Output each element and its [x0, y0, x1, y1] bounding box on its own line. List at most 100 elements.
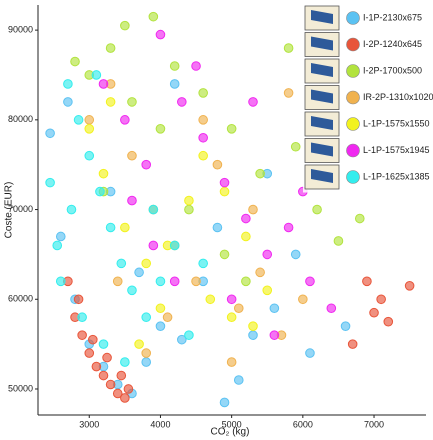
point: [127, 97, 137, 107]
point: [169, 79, 180, 89]
point: [155, 276, 166, 287]
point: [269, 303, 280, 314]
point: [155, 29, 166, 40]
point: [148, 240, 159, 251]
point: [169, 61, 180, 71]
point: [383, 316, 394, 327]
point: [120, 357, 130, 367]
point: [162, 312, 173, 323]
point: [134, 267, 144, 278]
point: [226, 357, 237, 367]
point: [219, 177, 230, 188]
x-axis-label: CO₂ (kg): [211, 427, 250, 438]
point: [120, 20, 130, 31]
point: [105, 43, 116, 53]
legend-label: L-1P-1575x1550: [363, 118, 430, 128]
point: [91, 361, 102, 372]
point: [116, 370, 127, 381]
point: [184, 195, 194, 206]
point: [255, 267, 265, 278]
point: [226, 294, 237, 305]
point: [105, 222, 116, 233]
y-tick-label: 70000: [8, 204, 33, 214]
point: [191, 276, 201, 287]
point: [269, 330, 280, 340]
y-tick-label: 50000: [8, 383, 33, 393]
point: [95, 186, 105, 197]
point: [169, 240, 180, 251]
x-tick-label: 7000: [364, 419, 384, 429]
point: [98, 370, 109, 381]
point: [333, 236, 344, 246]
legend-label: I-2P-1240x645: [363, 39, 422, 49]
point: [233, 375, 244, 385]
point: [112, 388, 123, 399]
point: [212, 159, 223, 170]
legend-marker: [346, 117, 360, 131]
point: [127, 150, 137, 161]
point: [262, 285, 273, 296]
point: [198, 150, 208, 161]
point: [55, 231, 66, 242]
point: [198, 258, 208, 269]
point: [340, 321, 351, 331]
point: [233, 303, 244, 314]
legend-icon-building: [311, 116, 333, 130]
y-tick-label: 90000: [8, 24, 33, 34]
point: [290, 141, 301, 152]
legend-icon-building: [311, 169, 333, 183]
point: [305, 348, 315, 358]
legend-marker: [346, 11, 360, 25]
point: [141, 348, 152, 358]
point: [127, 285, 137, 296]
point: [184, 204, 194, 215]
point: [105, 97, 116, 107]
legend-label: I-1P-2130x675: [363, 12, 422, 22]
point: [141, 258, 152, 269]
point: [248, 321, 258, 331]
legend-marker: [346, 37, 360, 52]
legend-icon-building: [311, 63, 333, 77]
legend-label: L-1P-1625x1385: [363, 171, 430, 181]
point: [184, 330, 194, 340]
point: [283, 222, 294, 233]
point: [205, 294, 216, 305]
point: [84, 150, 95, 161]
point: [77, 330, 87, 340]
point: [219, 249, 230, 260]
point: [241, 276, 251, 287]
point: [55, 276, 66, 287]
x-tick-label: 6000: [293, 419, 313, 429]
point: [362, 276, 372, 287]
point: [134, 339, 144, 349]
point: [298, 294, 308, 305]
point: [262, 249, 273, 260]
point: [169, 276, 180, 287]
legend-icon-building: [311, 89, 333, 104]
point: [73, 294, 84, 305]
point: [326, 303, 337, 314]
legend-marker: [346, 64, 360, 78]
point: [98, 79, 109, 89]
point: [369, 307, 379, 318]
x-tick-label: 3000: [79, 419, 99, 429]
point: [63, 79, 73, 89]
point: [112, 276, 123, 287]
point: [248, 330, 258, 340]
point: [123, 384, 134, 394]
point: [241, 213, 251, 224]
point: [226, 124, 237, 134]
legend-marker: [346, 143, 360, 158]
point: [127, 195, 137, 206]
point: [177, 97, 187, 107]
point: [102, 352, 112, 363]
x-tick-label: 5000: [222, 419, 242, 429]
point: [198, 88, 208, 98]
point: [191, 61, 201, 71]
point: [198, 115, 208, 125]
point: [73, 115, 84, 125]
point: [70, 56, 80, 67]
legend-marker: [346, 170, 360, 184]
point: [283, 88, 294, 98]
